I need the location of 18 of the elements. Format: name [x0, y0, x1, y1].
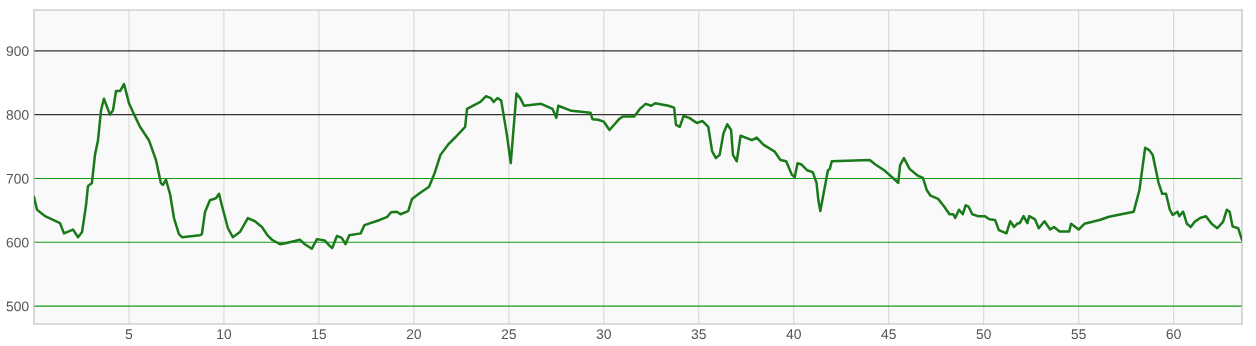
x-tick-label: 5 — [125, 329, 133, 340]
y-tick-label: 700 — [6, 173, 29, 184]
x-tick-label: 45 — [881, 329, 896, 340]
y-tick-label: 600 — [6, 237, 29, 248]
x-tick-label: 40 — [786, 329, 801, 340]
x-tick-label: 55 — [1071, 329, 1086, 340]
x-tick-label: 35 — [691, 329, 706, 340]
x-tick-label: 50 — [976, 329, 991, 340]
x-tick-label: 15 — [312, 329, 327, 340]
x-tick-label: 30 — [596, 329, 611, 340]
y-tick-label: 900 — [6, 46, 29, 57]
line-series — [34, 82, 1242, 250]
x-tick-label: 10 — [217, 329, 232, 340]
x-tick-label: 25 — [501, 329, 516, 340]
x-tick-label: 20 — [406, 329, 422, 340]
y-tick-label: 800 — [6, 110, 29, 120]
x-tick-label: 60 — [1166, 329, 1181, 340]
y-tick-label: 500 — [6, 301, 29, 312]
